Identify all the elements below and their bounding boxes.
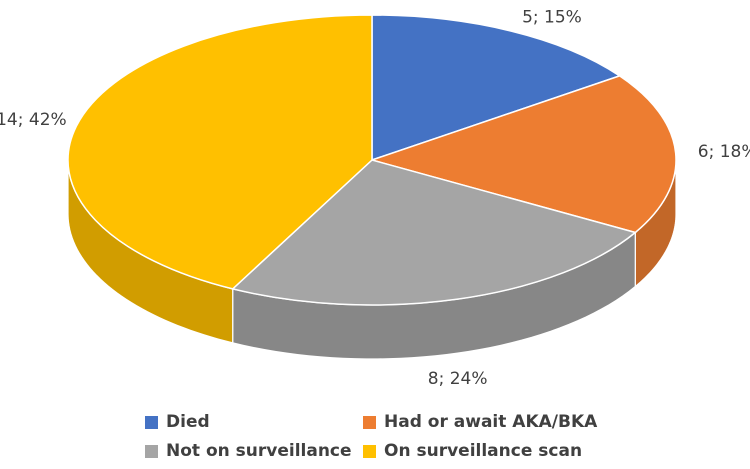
pie-slice-on-surveillance-scan (67, 14, 373, 290)
legend-swatch (145, 444, 158, 458)
legend-item-died: Died (145, 412, 363, 432)
legend-label: On surveillance scan (384, 441, 583, 461)
legend-item-not-on-surveillance: Not on surveillance (145, 441, 363, 461)
legend-label: Died (166, 412, 210, 432)
legend-swatch (363, 415, 376, 429)
legend-swatch (145, 415, 158, 429)
data-label-on-surveillance-scan: 14; 42% (0, 110, 67, 130)
pie-slice-died (371, 14, 622, 162)
data-label-died: 5; 15% (522, 8, 582, 28)
chart-legend: Died Had or await AKA/BKA Not on surveil… (145, 412, 705, 461)
legend-swatch (363, 444, 376, 458)
legend-label: Had or await AKA/BKA (384, 412, 598, 432)
pie-tops (67, 14, 677, 306)
legend-item-on-surveillance-scan: On surveillance scan (363, 441, 663, 461)
pie-slice-had-or-await-aka-bka (369, 75, 677, 234)
data-label-not-on-surveillance: 8; 24% (428, 369, 488, 389)
legend-label: Not on surveillance (166, 441, 352, 461)
legend-item-had-or-await-aka-bka: Had or await AKA/BKA (363, 412, 663, 432)
data-label-had-or-await-aka-bka: 6; 18% (698, 142, 750, 162)
